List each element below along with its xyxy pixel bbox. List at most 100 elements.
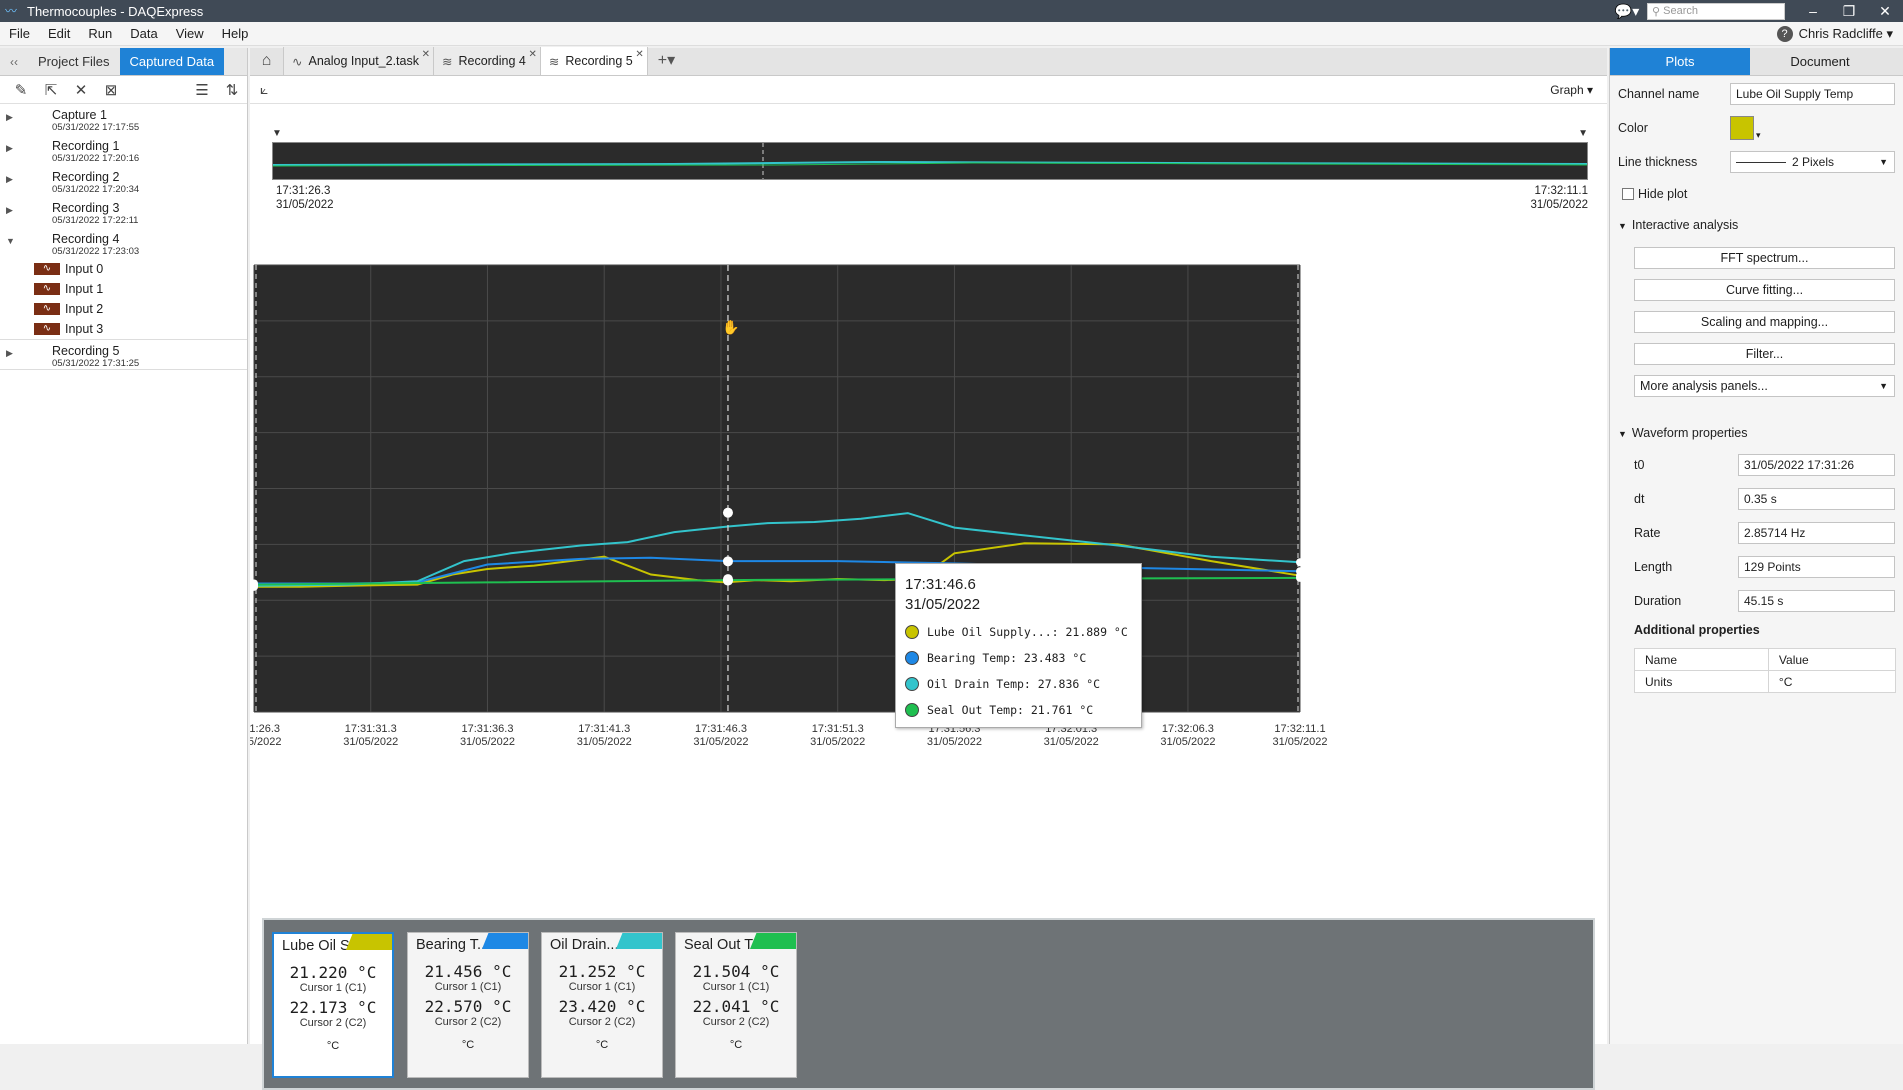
channel-name-input[interactable]: Lube Oil Supply Temp xyxy=(1730,83,1895,105)
edit-icon[interactable]: ✎ xyxy=(14,81,28,99)
search-input[interactable]: ⚲ Search xyxy=(1647,2,1785,20)
line-thickness-select[interactable]: 2 Pixels ▼ xyxy=(1730,151,1895,173)
expand-icon[interactable]: ▶ xyxy=(6,174,13,184)
cursor-2-value: 22.570 °C xyxy=(424,997,512,1016)
expand-icon[interactable]: ▶ xyxy=(6,205,13,215)
tree-item-recording-3[interactable]: ▶ Recording 3 05/31/2022 17:22:11 xyxy=(0,197,247,228)
hide-plot-checkbox[interactable] xyxy=(1622,188,1634,200)
tree-item-recording-5[interactable]: ▶ Recording 5 05/31/2022 17:31:25 xyxy=(0,339,247,370)
cursor-card-lube-oil[interactable]: Lube Oil S... 21.220 °C Cursor 1 (C1) 22… xyxy=(272,932,394,1078)
cursor-card-oil-drain[interactable]: Oil Drain... 21.252 °C Cursor 1 (C1) 23.… xyxy=(541,932,663,1078)
line-sample xyxy=(1736,161,1786,163)
x-tick-label: 17:31:51.3 xyxy=(812,723,864,735)
color-swatch[interactable] xyxy=(1730,116,1754,140)
help-icon[interactable]: ? xyxy=(1776,25,1793,42)
close-icon[interactable]: ✕ xyxy=(1879,2,1891,19)
tree-item-recording-1[interactable]: ▶ Recording 1 05/31/2022 17:20:16 xyxy=(0,135,247,166)
channel-label: Input 2 xyxy=(65,302,104,316)
feedback-icon[interactable]: 💬▾ xyxy=(1614,2,1640,19)
channel-input-3[interactable]: ∿ Input 3 xyxy=(0,319,247,339)
tab-project-files[interactable]: Project Files xyxy=(38,54,110,69)
export-icon[interactable]: ⇱ xyxy=(44,81,58,99)
series-color-dot xyxy=(905,677,919,691)
x-tick-label: 17:31:46.3 xyxy=(695,723,747,735)
user-menu[interactable]: ? Chris Radcliffe ▾ xyxy=(1776,25,1903,42)
expand-icon[interactable]: ▶ xyxy=(6,112,13,122)
fft-spectrum-button[interactable]: FFT spectrum... xyxy=(1634,247,1895,269)
cursor-2-point xyxy=(1296,558,1304,567)
tab-recording-4[interactable]: ≋ Recording 4 ✕ xyxy=(433,47,541,75)
tree-item-name: Capture 1 xyxy=(52,108,107,122)
zoom-fit-icon[interactable]: ⟀ xyxy=(260,81,269,97)
menu-run[interactable]: Run xyxy=(88,26,113,41)
add-tab-icon[interactable]: +▾ xyxy=(657,52,676,69)
cursor-1-point xyxy=(250,580,258,589)
close-tab-icon[interactable]: ✕ xyxy=(528,49,537,60)
menu-data[interactable]: Data xyxy=(130,26,158,41)
sort-icon[interactable]: ⇅ xyxy=(225,81,239,99)
scaling-mapping-button[interactable]: Scaling and mapping... xyxy=(1634,311,1895,333)
overview-start-handle[interactable]: ▼ xyxy=(272,128,282,139)
expand-icon[interactable]: ▶ xyxy=(6,143,13,153)
tree-item-date: 05/31/2022 17:31:25 xyxy=(52,358,140,369)
tree-item-date: 05/31/2022 17:23:03 xyxy=(52,246,140,257)
overview-plot[interactable] xyxy=(272,142,1588,180)
chevron-down-icon: ▾ xyxy=(1882,25,1893,41)
tree-item-capture-1[interactable]: ▶ Capture 1 05/31/2022 17:17:55 xyxy=(0,104,247,135)
close-tab-icon[interactable]: ✕ xyxy=(635,49,644,60)
delete-all-icon[interactable]: ⊠ xyxy=(104,81,118,99)
overview-start-label: 17:31:26.3 31/05/2022 xyxy=(276,184,334,212)
cursor-2-label: Cursor 2 (C2) xyxy=(568,1016,636,1028)
channel-input-1[interactable]: ∿ Input 1 xyxy=(0,279,247,299)
home-icon[interactable]: ⌂ xyxy=(250,47,284,75)
menu-view[interactable]: View xyxy=(175,26,204,41)
tab-captured-data[interactable]: Captured Data xyxy=(119,48,225,75)
restore-icon[interactable]: ❐ xyxy=(1842,2,1856,19)
close-tab-icon[interactable]: ✕ xyxy=(421,49,430,60)
x-tick-date-label: 31/05/2022 xyxy=(460,736,515,748)
cursor-1-label: Cursor 1 (C1) xyxy=(702,981,770,993)
overview-end-handle[interactable]: ▼ xyxy=(1578,128,1588,139)
cursor-1-value: 21.504 °C xyxy=(692,962,780,981)
table-row[interactable]: Units °C xyxy=(1634,670,1897,693)
filter-button[interactable]: Filter... xyxy=(1634,343,1895,365)
search-icon: ⚲ xyxy=(1652,5,1664,18)
more-analysis-select[interactable]: More analysis panels... ▼ xyxy=(1634,375,1895,397)
length-value: 129 Points xyxy=(1738,556,1895,578)
waveform-properties-section[interactable]: ▼ Waveform properties xyxy=(1618,426,1747,440)
tab-analog-input-task[interactable]: ∿ Analog Input_2.task ✕ xyxy=(284,47,434,75)
minimize-icon[interactable]: – xyxy=(1809,3,1817,19)
tab-recording-5[interactable]: ≋ Recording 5 ✕ xyxy=(540,47,648,75)
table-header-value: Value xyxy=(1767,648,1897,671)
chevron-down-icon[interactable]: ▾ xyxy=(1756,130,1761,140)
t0-label: t0 xyxy=(1634,458,1645,472)
curve-fitting-button[interactable]: Curve fitting... xyxy=(1634,279,1895,301)
tree-item-recording-2[interactable]: ▶ Recording 2 05/31/2022 17:20:34 xyxy=(0,166,247,197)
unit-label: °C xyxy=(326,1040,340,1052)
collapse-icon[interactable]: ▼ xyxy=(6,236,15,246)
cursor-card-bearing[interactable]: Bearing T... 21.456 °C Cursor 1 (C1) 22.… xyxy=(407,932,529,1078)
list-view-icon[interactable]: ☰ xyxy=(195,81,209,99)
channel-input-0[interactable]: ∿ Input 0 xyxy=(0,259,247,279)
graph-type-select[interactable]: Graph ▾ xyxy=(1550,82,1593,97)
expand-icon[interactable]: ▶ xyxy=(6,348,13,358)
x-tick-date-label: 31/05/2022 xyxy=(577,736,632,748)
overview-trace xyxy=(272,160,1588,166)
tab-document[interactable]: Document xyxy=(1790,54,1850,69)
x-tick-label: 17:31:31.3 xyxy=(345,723,397,735)
channel-input-2[interactable]: ∿ Input 2 xyxy=(0,299,247,319)
collapse-panel-icon[interactable]: ‹‹ xyxy=(10,55,18,69)
menu-file[interactable]: File xyxy=(9,26,30,41)
interactive-analysis-section[interactable]: ▼ Interactive analysis xyxy=(1618,218,1738,232)
cursor-card-seal-out[interactable]: Seal Out T... 21.504 °C Cursor 1 (C1) 22… xyxy=(675,932,797,1078)
tab-plots[interactable]: Plots xyxy=(1610,48,1750,75)
channel-name-label: Channel name xyxy=(1618,87,1700,101)
tree-item-recording-4[interactable]: ▼ Recording 4 05/31/2022 17:23:03 xyxy=(0,228,247,259)
overview-trace xyxy=(272,162,1588,167)
hide-plot-label: Hide plot xyxy=(1638,187,1688,201)
menu-edit[interactable]: Edit xyxy=(47,26,71,41)
menu-help[interactable]: Help xyxy=(221,26,249,41)
delete-icon[interactable]: ✕ xyxy=(74,81,88,99)
line-thickness-label: Line thickness xyxy=(1618,155,1698,169)
cursor-point xyxy=(722,507,733,518)
